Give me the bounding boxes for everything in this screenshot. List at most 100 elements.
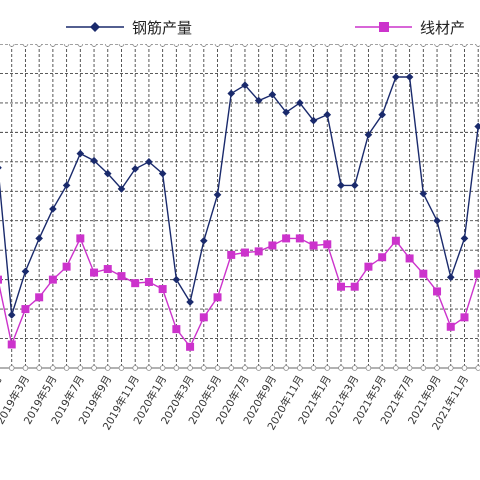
x-axis-tick-dot (242, 365, 248, 371)
data-point (378, 253, 387, 262)
data-point (90, 156, 98, 165)
x-axis-tick-dot (379, 365, 385, 371)
data-point (90, 268, 99, 277)
data-point (296, 99, 304, 107)
data-point (117, 272, 126, 281)
x-axis-tick-dot (104, 365, 111, 371)
x-axis-tick-dot (8, 365, 15, 371)
series-2 (0, 234, 480, 351)
data-point (0, 275, 2, 284)
x-axis-tick-dot (132, 365, 139, 371)
data-point (391, 236, 400, 245)
data-point (131, 279, 140, 288)
data-point (213, 191, 222, 199)
data-point (323, 110, 332, 119)
data-point (419, 269, 428, 278)
x-axis-tick-dot (420, 365, 427, 371)
x-axis-tick-dot (283, 365, 289, 371)
data-point (62, 181, 71, 190)
data-point (48, 275, 57, 284)
data-point (433, 287, 442, 296)
data-point (131, 165, 139, 173)
legend-label-s1: 钢筋产量 (132, 19, 192, 37)
legend-label-s2: 线材产 (420, 19, 465, 37)
data-point (49, 205, 57, 213)
data-point (158, 285, 167, 294)
data-point (145, 158, 153, 166)
x-axis-tick-dot (159, 365, 166, 371)
x-axis-tick-dot (201, 365, 207, 371)
x-axis-tick-dot (461, 365, 468, 371)
series-group (0, 73, 480, 351)
data-point (446, 273, 455, 282)
x-axis-tick-dot (146, 365, 152, 371)
data-point (282, 108, 290, 117)
x-axis-tick-dot (365, 365, 372, 371)
data-point (282, 234, 291, 243)
x-axis-tick-dot (269, 365, 276, 371)
x-axis-tick-dot (63, 365, 70, 371)
x-axis-tick-dot (214, 365, 221, 371)
data-point (186, 342, 195, 351)
x-axis-tick-dot (393, 365, 399, 371)
data-point (460, 313, 469, 322)
data-point (309, 241, 318, 250)
data-point (7, 311, 16, 319)
x-axis-tick-labels: 2019年1月2019年3月2019年5月2019年7月2019年9月2019年… (0, 373, 471, 432)
data-point (227, 250, 236, 259)
data-point (405, 254, 414, 263)
x-axis-tick-dot (338, 365, 344, 371)
data-point (364, 130, 373, 139)
data-point (254, 247, 263, 256)
data-point (295, 234, 304, 243)
data-point (323, 240, 332, 249)
x-axis-tick-dot (255, 365, 262, 371)
data-point (213, 293, 222, 302)
data-point (392, 73, 400, 81)
data-point (76, 149, 85, 158)
data-point (446, 322, 455, 331)
x-axis-tick-dot (50, 365, 56, 371)
data-point (337, 282, 345, 291)
x-axis-tick-dot (22, 365, 29, 371)
legend-marker-diamond (90, 22, 100, 32)
x-axis-tick-dot (310, 365, 317, 371)
data-point (186, 298, 194, 306)
data-point (350, 181, 359, 190)
data-point (240, 248, 249, 257)
data-point (474, 269, 480, 278)
data-point (117, 185, 126, 193)
data-point (309, 116, 318, 125)
data-point (378, 110, 386, 119)
data-point (0, 165, 2, 170)
data-point (21, 305, 30, 314)
x-axis-tick-dot (118, 365, 125, 371)
x-axis-tick-dot (406, 365, 413, 371)
data-point (103, 169, 112, 178)
legend-background (0, 0, 480, 44)
x-axis-tick-dot (475, 365, 480, 371)
data-point (158, 169, 167, 178)
x-axis-tick-dot (297, 365, 303, 371)
data-point (21, 267, 30, 276)
x-axis-tick-dot (324, 365, 331, 371)
data-point (62, 262, 71, 271)
data-point (419, 189, 428, 198)
x-axis-tick-dot (77, 365, 84, 371)
series-1 (0, 73, 480, 319)
x-axis-tick-dot (187, 365, 193, 371)
x-axis-tick-dot (447, 365, 454, 371)
data-point (241, 81, 249, 90)
data-point (268, 90, 277, 99)
data-point (7, 340, 16, 349)
legend: 钢筋产量 线材产 (0, 0, 480, 44)
data-point (227, 89, 236, 98)
data-point (76, 234, 85, 243)
data-point (103, 265, 112, 274)
x-axis-tick-dot (351, 365, 358, 371)
x-axis-tick-dot (91, 365, 97, 371)
data-point (405, 73, 414, 81)
data-point (364, 262, 373, 271)
